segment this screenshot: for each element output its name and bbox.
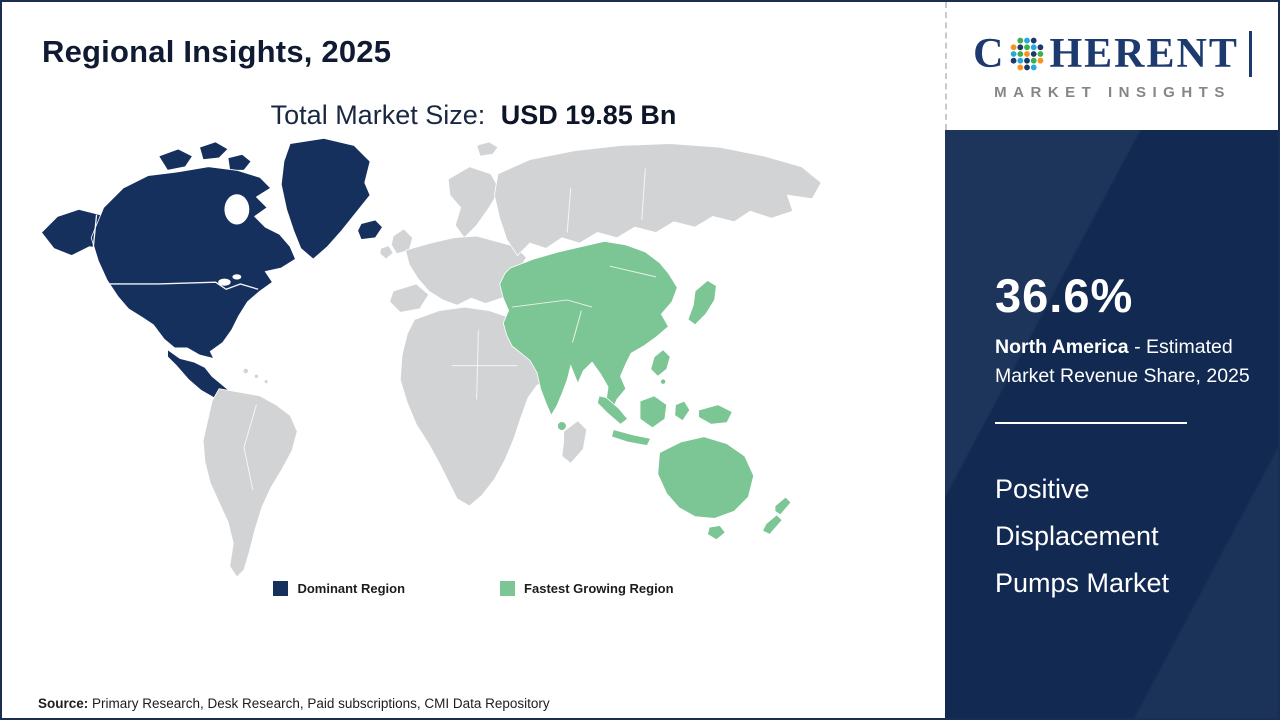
source-label: Source: [38, 696, 89, 711]
borneo [639, 395, 668, 429]
iceland [357, 219, 384, 240]
stat-value: 36.6% [995, 269, 1134, 322]
legend-item-dominant: Dominant Region [273, 581, 405, 596]
dominant-region-label: Dominant Region [297, 581, 406, 596]
great-lakes-1 [218, 278, 231, 286]
highlight-sidebar: 36.6% North America - Estimated Market R… [945, 130, 1278, 718]
total-market-size-label: Total Market Size: [270, 100, 486, 130]
stat-description: North America - Estimated Market Revenue… [995, 333, 1267, 392]
total-market-size-value: USD 19.85 Bn [500, 100, 677, 130]
map-region-asia-pacific [499, 240, 792, 541]
madagascar [561, 420, 588, 464]
brand-logo-area: C HERENT MARKET INSIGHTS [945, 2, 1278, 130]
new-zealand-south [762, 514, 783, 535]
map-region-other [202, 141, 822, 577]
map-region-north-america [40, 137, 384, 409]
map-country-borders-minor [243, 168, 657, 491]
sumatra [596, 395, 629, 425]
fastest-growing-region-label: Fastest Growing Region [524, 581, 674, 596]
japan [687, 279, 717, 326]
market-name: Positive Displacement Pumps Market [995, 473, 1170, 599]
main-panel: Regional Insights, 2025 Total Market Siz… [2, 2, 945, 718]
map-legend: Dominant Region Fastest Growing Region [2, 581, 945, 596]
legend-item-fastest-growing: Fastest Growing Region [500, 581, 674, 596]
new-zealand-north [774, 496, 792, 516]
dominant-region-swatch [273, 581, 289, 596]
fastest-growing-region-swatch [500, 581, 516, 596]
great-lakes-2 [232, 274, 242, 280]
arctic-islands-3 [227, 153, 252, 171]
arctic-islands-1 [158, 148, 194, 171]
logo-text-start: C [973, 31, 1006, 77]
map-country-borders [92, 214, 259, 291]
source-text: Primary Research, Desk Research, Paid su… [88, 696, 550, 711]
tasmania [707, 525, 726, 541]
asia-mainland [499, 240, 678, 417]
australia [657, 436, 755, 519]
stat-region-name: North America [995, 336, 1129, 358]
scandinavia [447, 166, 501, 239]
ireland [379, 245, 394, 260]
sri-lanka [557, 421, 567, 431]
source-note: Source: Primary Research, Desk Research,… [38, 696, 550, 711]
map-water-features [218, 194, 250, 286]
brand-logo: C HERENT [973, 31, 1252, 77]
stat-description-text: - Estimated Market Revenue Share, 2025 [995, 336, 1250, 388]
world-map-svg [40, 137, 822, 577]
south-america [202, 388, 298, 577]
svalbard [476, 141, 499, 157]
iberia [389, 283, 430, 313]
page-title: Regional Insights, 2025 [42, 34, 392, 69]
java [611, 429, 652, 447]
logo-text-end: HERENT [1049, 31, 1239, 77]
russia [493, 143, 822, 257]
sulawesi [674, 400, 691, 422]
canada-usa [90, 166, 296, 360]
right-column: C HERENT MARKET INSIGHTS 36.6% No [945, 2, 1278, 718]
philippines-2 [660, 378, 667, 385]
caribbean-2 [253, 373, 259, 379]
logo-vertical-bar [1248, 31, 1252, 77]
sidebar-divider [995, 421, 1187, 424]
hudson-bay [224, 194, 250, 225]
caribbean-1 [242, 367, 249, 375]
logo-subtext: MARKET INSIGHTS [994, 84, 1231, 101]
logo-globe-icon [1011, 37, 1044, 71]
caribbean-3 [263, 379, 269, 384]
philippines [650, 349, 671, 377]
arctic-islands-2 [199, 141, 229, 161]
greenland [280, 137, 371, 260]
border-usa-canada [94, 281, 259, 291]
new-guinea [698, 404, 733, 425]
world-map [34, 133, 834, 577]
total-market-size: Total Market Size: USD 19.85 Bn [2, 100, 945, 131]
border-alaska [92, 214, 98, 251]
